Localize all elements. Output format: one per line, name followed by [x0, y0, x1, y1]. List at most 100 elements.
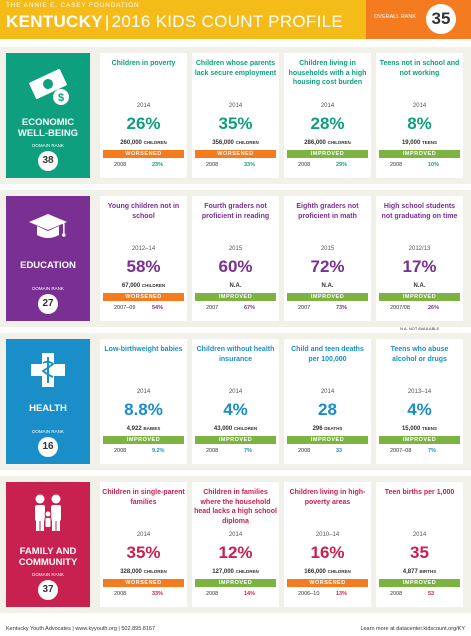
indicator-count: 15,000 TEENS — [401, 426, 438, 432]
indicator-card: Children in single-parent families 2014 … — [100, 482, 187, 607]
trend-badge: WORSENED — [103, 579, 184, 587]
family-icon — [6, 490, 90, 536]
trend-badge: IMPROVED — [379, 150, 460, 158]
indicator-year: 2014 — [136, 389, 151, 395]
indicator-count: 286,000 CHILDREN — [304, 140, 351, 146]
profile-subtitle: 2016 KIDS COUNT PROFILE — [111, 12, 344, 31]
indicator-title: Children in poverty — [111, 60, 176, 67]
indicator-card: Children in poverty 2014 26% 260,000 CHI… — [100, 53, 187, 178]
indicator-card: High school students not graduating on t… — [376, 196, 463, 321]
indicator-year: 2012/13 — [408, 246, 431, 252]
footer-link[interactable]: Learn more at datacenter.kidscount.org/K… — [360, 626, 465, 632]
indicator-title: Children in single-parent families — [102, 489, 185, 506]
trend-badge: IMPROVED — [287, 150, 368, 158]
indicator-value: 8% — [407, 114, 432, 133]
indicator-count: 67,000 CHILDREN — [121, 283, 166, 289]
indicator-year: 2012–14 — [131, 246, 156, 252]
indicator-title: Child and teen deaths per 100,000 — [291, 346, 364, 363]
trend-badge: IMPROVED — [379, 579, 460, 587]
indicator-year: 2014 — [320, 103, 335, 109]
indicator-year: 2014 — [412, 532, 427, 538]
indicator-count: 4,877 BIRTHS — [402, 569, 437, 575]
domain-rank-label: DOMAIN RANK — [32, 286, 64, 291]
indicator-count: 19,000 TEENS — [401, 140, 438, 146]
indicator-value: 12% — [218, 543, 253, 562]
indicator-value: 35% — [126, 543, 161, 562]
domain-rank-label: DOMAIN RANK — [32, 429, 64, 434]
indicator-value: 35% — [218, 114, 253, 133]
domain-rank-value: 16 — [38, 437, 58, 457]
indicator-count: 260,000 CHILDREN — [120, 140, 167, 146]
indicator-title: Teens not in school and not working — [379, 60, 460, 77]
indicator-year: 2014 — [136, 103, 151, 109]
trend-badge: IMPROVED — [195, 579, 276, 587]
indicator-card: Children whose parents lack secure emplo… — [192, 53, 279, 178]
footer-contact: Kentucky Youth Advocates | www.kyyouth.o… — [6, 626, 156, 632]
title-separator: | — [104, 12, 110, 31]
trend-badge: IMPROVED — [195, 436, 276, 444]
indicator-value: 72% — [310, 257, 345, 276]
profile-title: KENTUCKY | 2016 KIDS COUNT PROFILE — [6, 12, 343, 32]
indicator-year: 2013–14 — [407, 389, 432, 395]
domain-rank-value: 38 — [38, 151, 58, 171]
state-name: KENTUCKY — [6, 12, 103, 31]
indicator-value: 16% — [310, 543, 345, 562]
indicator-card: Young children not in school 2012–14 58%… — [100, 196, 187, 321]
medical-cross-icon — [6, 347, 90, 393]
trend-badge: IMPROVED — [287, 293, 368, 301]
indicator-year: 2015 — [228, 246, 243, 252]
indicator-value: 35 — [410, 543, 429, 562]
indicator-count: 43,000 CHILDREN — [213, 426, 258, 432]
indicator-card: Teens not in school and not working 2014… — [376, 53, 463, 178]
domain-name: HEALTH — [29, 403, 67, 414]
indicator-title: Teens who abuse alcohol or drugs — [390, 346, 449, 363]
indicator-card: Eighth graders not proficient in math 20… — [284, 196, 371, 321]
domain-name: FAMILY AND COMMUNITY — [18, 546, 78, 568]
trend-badge: WORSENED — [195, 150, 276, 158]
indicator-value: 58% — [126, 257, 161, 276]
indicator-card: Fourth graders not proficient in reading… — [192, 196, 279, 321]
indicator-card: Children living in high-poverty areas 20… — [284, 482, 371, 607]
indicator-year: 2010–14 — [315, 532, 340, 538]
indicator-title: Teen births per 1,000 — [384, 489, 455, 496]
domain-rank-value: 37 — [38, 580, 58, 600]
indicator-value: 17% — [402, 257, 437, 276]
indicator-value: 8.8% — [124, 400, 163, 419]
domain-rank-label: DOMAIN RANK — [32, 143, 64, 148]
overall-rank-label: OVERALL RANK — [374, 14, 416, 20]
not-available-note: N.A. NOT AVAILABLE — [400, 326, 440, 331]
profile-header: THE ANNIE E. CASEY FOUNDATION KENTUCKY | 2… — [0, 0, 471, 39]
overall-rank-box: OVERALL RANK 35 — [366, 0, 471, 39]
graduation-cap-icon — [6, 204, 90, 250]
trend-badge: IMPROVED — [379, 293, 460, 301]
indicator-card: Teens who abuse alcohol or drugs 2013–14… — [376, 339, 463, 464]
indicator-value: 60% — [218, 257, 253, 276]
indicator-count: 166,000 CHILDREN — [304, 569, 351, 575]
indicator-count: 127,000 CHILDREN — [212, 569, 259, 575]
domain-header-education: EDUCATION DOMAIN RANK 27 — [6, 196, 90, 321]
indicator-title: Children in families where the household… — [194, 489, 277, 525]
domain-name: EDUCATION — [20, 260, 76, 271]
indicator-value: 4% — [407, 400, 432, 419]
domain-name: ECONOMIC WELL-BEING — [17, 117, 79, 139]
trend-badge: WORSENED — [287, 579, 368, 587]
indicator-count: 328,000 CHILDREN — [120, 569, 167, 575]
indicator-card: Child and teen deaths per 100,000 2014 2… — [284, 339, 371, 464]
domain-header-economic: $ ECONOMIC WELL-BEING DOMAIN RANK 38 — [6, 53, 90, 178]
page-footer: Kentucky Youth Advocates | www.kyyouth.o… — [0, 622, 471, 636]
indicator-count: 296 DEATHS — [312, 426, 343, 432]
foundation-name: THE ANNIE E. CASEY FOUNDATION — [6, 2, 140, 9]
indicator-value: 26% — [126, 114, 161, 133]
indicator-year: 2014 — [320, 389, 335, 395]
indicator-count: N.A. — [229, 283, 242, 289]
trend-badge: WORSENED — [103, 150, 184, 158]
indicator-count: 356,000 CHILDREN — [212, 140, 259, 146]
indicator-title: Children living in high-poverty areas — [289, 489, 366, 506]
trend-badge: IMPROVED — [103, 436, 184, 444]
domain-header-family: FAMILY AND COMMUNITY DOMAIN RANK 37 — [6, 482, 90, 607]
svg-text:$: $ — [58, 92, 64, 104]
domain-rank-label: DOMAIN RANK — [32, 572, 64, 577]
indicator-value: 28 — [318, 400, 337, 419]
overall-rank-value: 35 — [426, 4, 456, 34]
indicator-card: Children living in households with a hig… — [284, 53, 371, 178]
